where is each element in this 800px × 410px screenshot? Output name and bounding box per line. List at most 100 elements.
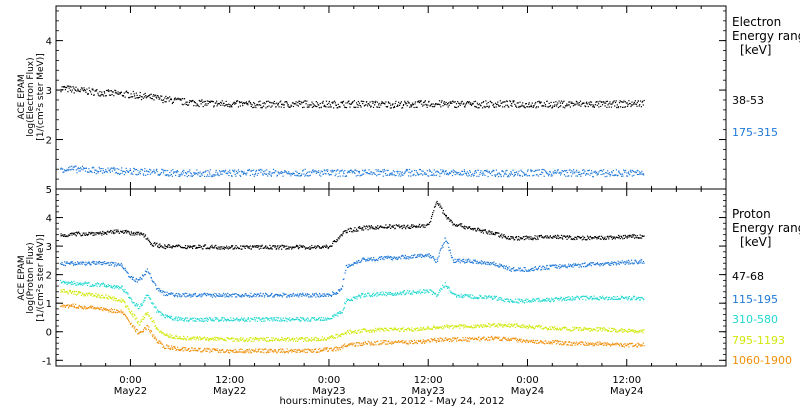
data-point	[63, 282, 65, 284]
data-point	[345, 175, 348, 177]
data-point	[160, 245, 162, 247]
data-point	[104, 297, 106, 299]
data-point	[407, 169, 409, 171]
data-point	[321, 336, 323, 338]
data-point	[210, 175, 212, 177]
data-point	[591, 299, 593, 301]
data-point	[519, 270, 521, 272]
data-point	[63, 234, 65, 236]
data-point	[617, 299, 619, 301]
data-point	[637, 262, 639, 264]
data-point	[168, 336, 170, 338]
data-point	[599, 238, 601, 240]
data-point	[440, 288, 442, 290]
data-point	[253, 175, 255, 177]
data-point	[364, 293, 367, 295]
data-point	[459, 262, 461, 264]
data-point	[285, 171, 287, 173]
data-point	[473, 228, 475, 230]
data-point	[280, 339, 283, 341]
data-point	[372, 226, 374, 228]
data-point	[297, 319, 299, 321]
data-point	[90, 233, 92, 235]
data-point	[298, 319, 301, 321]
data-point	[189, 100, 191, 102]
data-point	[298, 339, 300, 341]
data-point	[172, 319, 174, 321]
data-point	[238, 295, 240, 297]
data-point	[398, 101, 400, 103]
data-point	[187, 104, 189, 106]
data-point	[351, 101, 354, 104]
data-point	[586, 235, 589, 237]
data-point	[307, 171, 309, 173]
data-point	[452, 259, 454, 261]
data-point	[231, 296, 233, 298]
data-point	[625, 261, 627, 263]
data-point	[179, 99, 181, 101]
data-point	[431, 256, 433, 258]
data-point	[138, 307, 140, 310]
data-point	[123, 174, 125, 176]
data-point	[148, 95, 150, 97]
data-point	[250, 337, 252, 339]
data-point	[161, 332, 163, 334]
data-point	[212, 318, 214, 320]
data-point	[218, 293, 220, 295]
data-point	[449, 290, 451, 292]
electron-series-38-53	[60, 85, 645, 109]
data-point	[333, 293, 336, 295]
data-point	[337, 103, 339, 105]
data-point	[193, 338, 195, 340]
data-point	[640, 106, 642, 108]
data-point	[66, 283, 68, 286]
data-point	[361, 260, 363, 262]
data-point	[608, 264, 611, 266]
data-point	[515, 105, 517, 107]
data-point	[567, 265, 569, 267]
data-point	[280, 317, 282, 319]
data-point	[589, 101, 591, 103]
data-point	[407, 100, 409, 102]
data-point	[116, 168, 118, 170]
data-point	[616, 296, 618, 298]
data-point	[158, 96, 160, 98]
data-point	[156, 97, 158, 99]
data-point	[638, 105, 640, 107]
data-point	[394, 257, 396, 259]
data-point	[519, 237, 521, 239]
data-point	[323, 293, 325, 295]
data-point	[351, 298, 353, 300]
data-point	[447, 217, 450, 219]
data-point	[348, 171, 350, 173]
data-point	[184, 103, 186, 105]
data-point	[424, 100, 426, 102]
data-point	[192, 174, 194, 177]
data-point	[370, 226, 372, 228]
data-point	[525, 238, 527, 240]
data-point	[213, 247, 215, 249]
data-point	[346, 333, 348, 335]
data-point	[356, 104, 358, 106]
data-point	[477, 104, 479, 106]
data-point	[454, 261, 457, 263]
data-point	[574, 298, 576, 301]
data-point	[237, 169, 239, 171]
data-point	[464, 225, 466, 227]
data-point	[529, 301, 532, 303]
data-point	[612, 174, 614, 176]
data-point	[406, 105, 408, 107]
data-point	[366, 331, 368, 333]
data-point	[242, 318, 244, 320]
data-point	[285, 171, 287, 173]
data-point	[401, 294, 403, 296]
data-point	[306, 175, 308, 177]
data-point	[367, 257, 369, 259]
data-point	[325, 244, 327, 246]
data-point	[131, 310, 133, 312]
data-point	[80, 291, 82, 293]
data-point	[230, 319, 232, 321]
data-point	[246, 338, 248, 340]
data-point	[502, 106, 504, 108]
data-point	[111, 170, 113, 172]
